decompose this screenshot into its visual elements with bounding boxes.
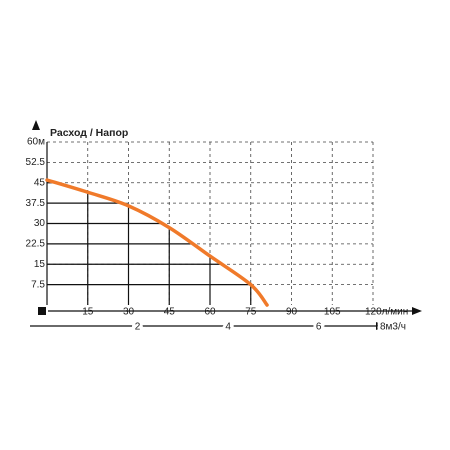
pump-curve xyxy=(45,178,269,307)
y-axis-arrow xyxy=(32,120,40,130)
x2-tick-label: 8м3/ч xyxy=(380,322,406,333)
x-tick-label: 30 xyxy=(123,307,135,318)
origin-marker xyxy=(38,307,46,315)
y-tick-label: 45 xyxy=(34,177,46,188)
chart-title: Расход / Напор xyxy=(50,127,128,139)
y-tick-label: 37.5 xyxy=(26,198,46,209)
x-tick-label: 45 xyxy=(164,307,176,318)
y-tick-label: 7.5 xyxy=(31,279,45,290)
x2-tick-label: 4 xyxy=(225,322,231,333)
y-tick-label: 22.5 xyxy=(26,239,46,250)
y-tick-label: 52.5 xyxy=(26,157,46,168)
y-tick-label: 60м xyxy=(27,137,45,148)
x2-tick-label: 6 xyxy=(316,322,322,333)
x-tick-label: 75 xyxy=(245,307,257,318)
x-tick-label: 120л/мин xyxy=(365,307,408,318)
x-tick-label: 60 xyxy=(204,307,216,318)
y-tick-label: 30 xyxy=(34,218,46,229)
x-tick-label: 90 xyxy=(286,307,298,318)
x-tick-label: 105 xyxy=(324,307,341,318)
y-tick-label: 15 xyxy=(34,259,46,270)
x2-axis-arrow xyxy=(376,322,386,330)
x2-tick-label: 2 xyxy=(135,322,141,333)
x-axis-arrow xyxy=(412,307,422,315)
x-tick-label: 15 xyxy=(82,307,94,318)
